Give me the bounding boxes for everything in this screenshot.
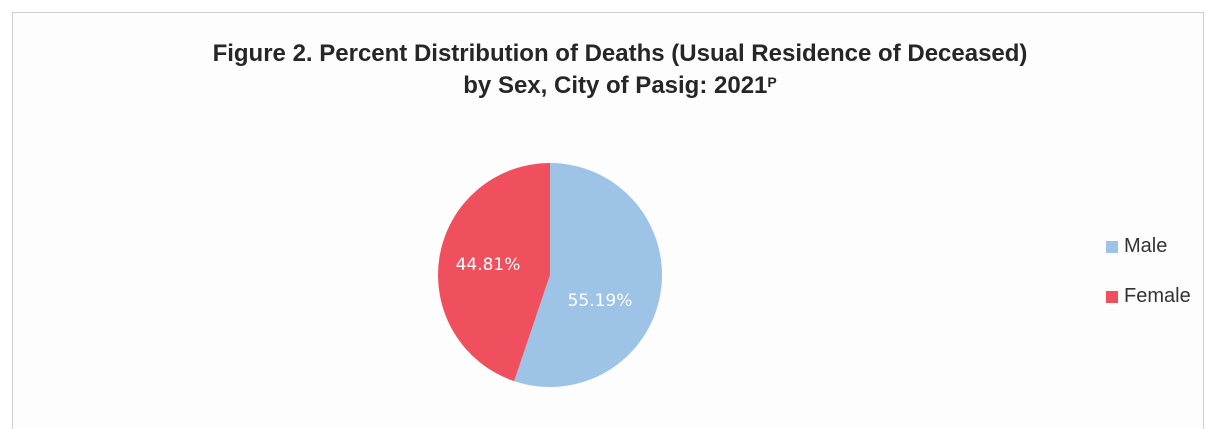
chart-legend: Male Female (1106, 235, 1191, 307)
pie-slice-male (514, 163, 662, 387)
pie-label-female: 44.81% (456, 255, 521, 275)
legend-label-male: Male (1124, 235, 1167, 257)
pie-label-male: 55.19% (568, 291, 633, 311)
chart-title-line-2: by Sex, City of Pasig: 2021P (0, 70, 1216, 102)
legend-label-female: Female (1124, 285, 1191, 307)
pie-slice-labels: 55.19% 44.81% (456, 255, 633, 311)
legend-swatch-male (1106, 241, 1118, 253)
chart-title: Figure 2. Percent Distribution of Deaths… (0, 38, 1216, 102)
pie-slice-female (438, 163, 550, 382)
chart-title-line-1: Figure 2. Percent Distribution of Deaths… (212, 40, 1028, 67)
legend-swatch-female (1106, 291, 1118, 303)
pie-slices (438, 163, 662, 387)
chart-title-superscript: P (767, 74, 777, 90)
chart-title-line-2-text: by Sex, City of Pasig: 2021 (463, 72, 768, 99)
